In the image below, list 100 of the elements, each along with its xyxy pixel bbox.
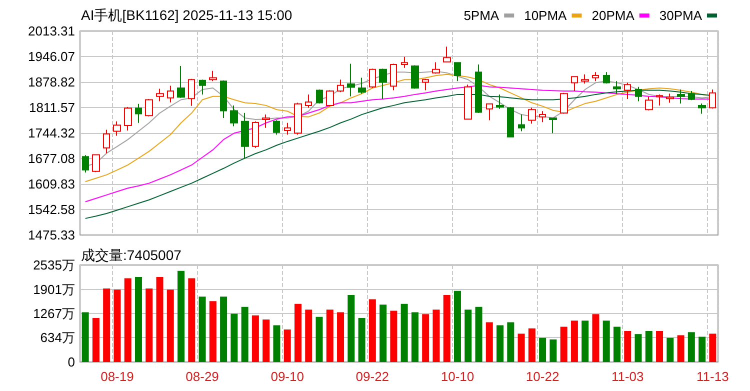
- candlestick: [486, 103, 493, 121]
- candlestick: [454, 62, 461, 82]
- bar: [262, 320, 270, 362]
- candlestick: [379, 68, 387, 100]
- candlestick: [262, 114, 270, 128]
- bar: [220, 296, 228, 362]
- bar: [570, 320, 578, 362]
- y-tick-label: 1878.82: [28, 74, 75, 90]
- bar: [368, 299, 376, 362]
- candlestick: [539, 110, 546, 123]
- candlestick: [624, 82, 631, 100]
- bar: [209, 301, 216, 362]
- bar: [422, 314, 430, 362]
- candlestick: [613, 80, 621, 94]
- bar: [464, 310, 472, 362]
- candlestick: [390, 63, 397, 91]
- candlestick: [209, 70, 217, 82]
- candlestick: [571, 76, 578, 92]
- candlestick: [464, 84, 472, 120]
- bar: [178, 270, 185, 362]
- bar: [709, 334, 716, 362]
- x-tick-label: 11-03: [611, 369, 644, 384]
- candlestick: [592, 72, 599, 82]
- bar: [134, 277, 142, 362]
- bar: [337, 312, 344, 362]
- bar: [656, 331, 664, 362]
- y-tick-label: 2013.31: [28, 24, 75, 38]
- candlestick: [422, 78, 429, 91]
- bar: [188, 278, 196, 362]
- candlestick: [241, 112, 249, 160]
- bar: [166, 290, 174, 362]
- candlestick: [177, 66, 185, 98]
- bar: [475, 306, 482, 362]
- y-tick-label: 1475.33: [28, 228, 75, 242]
- bar: [230, 314, 238, 362]
- bar: [400, 304, 408, 362]
- y-tick-label: 1811.57: [28, 100, 75, 115]
- y-tick-label: 2535万: [33, 258, 75, 272]
- candlestick: [326, 90, 334, 107]
- candlestick: [347, 63, 355, 97]
- bar: [284, 329, 291, 362]
- bar: [486, 322, 493, 362]
- candlestick: [305, 94, 312, 108]
- x-tick-label: 10-22: [526, 369, 560, 384]
- candlestick: [603, 72, 610, 84]
- bar: [294, 304, 302, 362]
- chart-title: 成交量:7405007: [81, 247, 182, 263]
- bar: [518, 334, 525, 362]
- candlestick: [199, 79, 206, 95]
- bar: [592, 314, 600, 362]
- bar: [550, 339, 557, 362]
- bar: [241, 306, 248, 362]
- candlestick: [401, 56, 408, 68]
- x-tick-label: 08-29: [186, 369, 219, 384]
- x-tick-label: 09-22: [356, 369, 390, 384]
- x-tick-label: 11-13: [696, 369, 729, 384]
- legend-label: 10PMA: [524, 8, 568, 23]
- candlestick: [432, 62, 440, 74]
- y-tick-label: 634万: [40, 330, 75, 346]
- bar: [92, 318, 100, 362]
- candlestick: [411, 64, 419, 90]
- chart-title: AI手机[BK1162] 2025-11-13 15:00: [81, 7, 292, 23]
- bar: [432, 310, 440, 362]
- candlestick: [645, 96, 653, 111]
- candlestick: [581, 74, 589, 84]
- candlestick: [156, 88, 164, 102]
- bar: [326, 310, 334, 362]
- bar: [114, 290, 121, 362]
- candlestick: [496, 94, 504, 110]
- candlestick: [273, 120, 280, 136]
- candlestick: [475, 64, 482, 114]
- candlestick: [252, 120, 259, 148]
- bar: [560, 326, 568, 362]
- candlestick: [82, 154, 89, 174]
- bar: [316, 316, 323, 362]
- candlestick: [656, 94, 663, 106]
- bar: [688, 332, 695, 362]
- candlestick: [124, 106, 132, 131]
- candlestick: [284, 122, 291, 136]
- y-tick-label: 1267万: [33, 306, 75, 322]
- bar: [348, 295, 355, 362]
- bar: [156, 277, 164, 362]
- candlestick: [230, 104, 238, 127]
- bar: [443, 295, 450, 362]
- bar: [103, 288, 110, 362]
- bar: [634, 334, 642, 362]
- bar: [582, 320, 589, 362]
- candlestick: [698, 103, 706, 114]
- bar: [198, 296, 206, 362]
- candlestick: [549, 117, 557, 134]
- legend-label: 30PMA: [659, 8, 702, 23]
- y-tick-label: 0: [68, 354, 75, 370]
- candlestick: [369, 68, 376, 88]
- bar: [528, 328, 536, 362]
- candlestick: [709, 89, 716, 109]
- candlestick: [167, 85, 174, 103]
- bar: [411, 312, 418, 362]
- x-tick-label: 08-19: [100, 369, 134, 384]
- candlestick: [92, 154, 100, 173]
- candlestick: [518, 114, 525, 132]
